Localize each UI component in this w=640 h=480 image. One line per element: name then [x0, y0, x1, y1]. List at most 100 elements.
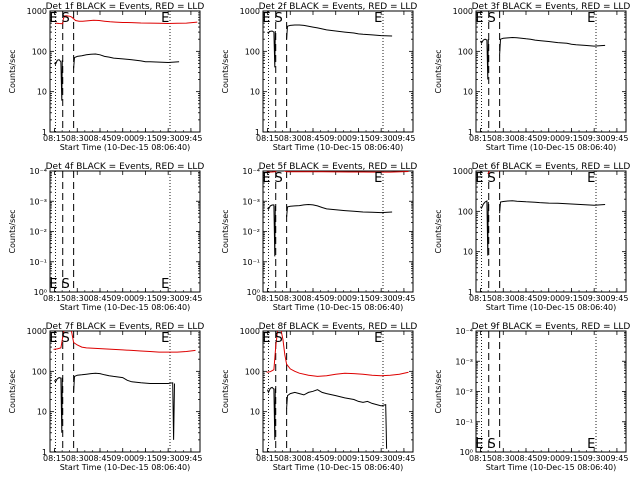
x-tick-label: 09:15 [347, 134, 370, 143]
plot-area [55, 171, 171, 292]
y-tick-label: 10⁻³ [242, 197, 260, 206]
x-tick-label: 09:00 [537, 134, 560, 143]
x-tick-label: 09:45 [179, 294, 202, 303]
interval-marker-label: S [275, 11, 283, 26]
x-tick-label: 08:30 [66, 454, 89, 463]
y-tick-label: 10⁻² [242, 228, 260, 237]
interval-marker-label: E [587, 171, 595, 186]
x-tick-label: 09:15 [347, 294, 370, 303]
y-tick-label: 100 [32, 367, 47, 376]
x-tick-label: 08:45 [88, 294, 111, 303]
panel-7: Det 7f BLACK = Events, RED = LLD 1 10 100 10… [8, 322, 204, 472]
y-tick-label: 1 [42, 128, 47, 137]
plot-area [54, 11, 198, 132]
y-tick-label: 100 [458, 47, 473, 56]
y-tick-label: 10⁻⁴ [455, 327, 473, 336]
x-tick-label: 08:15 [256, 454, 279, 463]
x-tick-label: 09:30 [157, 294, 180, 303]
x-tick-label: 09:45 [605, 454, 628, 463]
x-tick-label: 08:15 [256, 134, 279, 143]
x-tick-label: 09:45 [179, 454, 202, 463]
panel-title: Det 1f BLACK = Events, RED = LLD [46, 2, 205, 12]
x-tick-label: 09:00 [111, 294, 134, 303]
y-tick-label: 100 [32, 47, 47, 56]
interval-marker-label: E [374, 11, 382, 26]
y-axis-label: Counts/sec [434, 369, 443, 413]
x-tick-label: 09:00 [111, 134, 134, 143]
interval-marker-label: E [161, 331, 169, 346]
x-tick-label: 08:45 [514, 454, 537, 463]
y-tick-label: 10⁻³ [455, 357, 473, 366]
plot-area [480, 11, 606, 132]
panel-5: Det 5f BLACK = Events, RED = LLD 10⁰ 10⁻¹ 1… [221, 162, 417, 312]
events-series-line [499, 200, 606, 214]
plot-frame [262, 330, 414, 453]
x-tick-label: 08:30 [279, 294, 302, 303]
events-series-line [286, 389, 388, 449]
plot-frame [262, 170, 414, 293]
x-tick-label: 09:15 [134, 134, 157, 143]
x-tick-label: 08:30 [492, 454, 515, 463]
y-tick-label: 10⁻¹ [455, 418, 473, 427]
x-axis-label: Start Time (10-Dec-15 08:06:40) [273, 463, 404, 472]
y-tick-label: 10⁻⁴ [29, 167, 47, 176]
x-tick-label: 08:15 [469, 454, 492, 463]
y-tick-label: 100 [458, 207, 473, 216]
x-tick-label: 08:15 [43, 134, 66, 143]
interval-marker-label: E [262, 331, 270, 346]
lld-series-line [266, 331, 409, 377]
events-series-line [73, 53, 180, 69]
x-axis-label: Start Time (10-Dec-15 08:06:40) [486, 303, 617, 312]
x-tick-label: 08:30 [279, 134, 302, 143]
x-tick-label: 08:30 [66, 294, 89, 303]
interval-marker-label: E [475, 171, 483, 186]
lld-series-line [53, 331, 196, 353]
y-tick-label: 1000 [453, 7, 473, 16]
interval-marker-label: E [49, 11, 57, 26]
panel-4: Det 4f BLACK = Events, RED = LLD 10⁰ 10⁻¹ 1… [8, 162, 204, 312]
x-tick-label: 08:30 [492, 134, 515, 143]
interval-marker-label: E [262, 171, 270, 186]
plot-frame [49, 330, 201, 453]
y-tick-label: 10 [250, 408, 260, 417]
x-tick-label: 09:45 [392, 134, 415, 143]
x-axis-label: Start Time (10-Dec-15 08:06:40) [486, 463, 617, 472]
x-axis-label: Start Time (10-Dec-15 08:06:40) [273, 143, 404, 152]
plot-frame [475, 10, 627, 133]
interval-marker-label: S [488, 171, 496, 186]
panel-title: Det 4f BLACK = Events, RED = LLD [46, 162, 205, 172]
panel-2: Det 2f BLACK = Events, RED = LLD 1 10 100 10… [221, 2, 417, 152]
y-tick-label: 1000 [240, 327, 260, 336]
panel-title: Det 5f BLACK = Events, RED = LLD [259, 162, 418, 172]
x-tick-label: 08:15 [256, 294, 279, 303]
y-tick-label: 1 [42, 448, 47, 457]
y-tick-label: 1 [468, 288, 473, 297]
x-axis-label: Start Time (10-Dec-15 08:06:40) [486, 143, 617, 152]
x-axis-label: Start Time (10-Dec-15 08:06:40) [273, 303, 404, 312]
y-tick-label: 10 [37, 88, 47, 97]
y-tick-label: 1000 [27, 327, 47, 336]
x-tick-label: 08:45 [301, 454, 324, 463]
panel-1: Det 1f BLACK = Events, RED = LLD 1 10 100 10… [8, 2, 204, 152]
y-tick-label: 10⁻³ [29, 197, 47, 206]
plot-area [53, 331, 196, 452]
interval-marker-label: S [62, 277, 70, 292]
interval-marker-label: E [475, 437, 483, 452]
y-tick-label: 100 [245, 47, 260, 56]
panel-title: Det 3f BLACK = Events, RED = LLD [472, 2, 631, 12]
x-tick-label: 09:30 [370, 134, 393, 143]
events-series-line [480, 200, 489, 256]
interval-marker-label: E [49, 277, 57, 292]
y-axis-label: Counts/sec [434, 49, 443, 93]
events-series-line [286, 24, 393, 40]
x-tick-label: 08:15 [469, 294, 492, 303]
lld-series-line [266, 171, 409, 173]
x-tick-label: 08:15 [43, 454, 66, 463]
y-tick-label: 10⁰ [247, 288, 260, 297]
x-axis-label: Start Time (10-Dec-15 08:06:40) [60, 463, 191, 472]
plot-frame [49, 10, 201, 133]
y-tick-label: 1000 [27, 7, 47, 16]
x-tick-label: 09:15 [347, 454, 370, 463]
events-series-line [267, 30, 276, 68]
y-axis-label: Counts/sec [8, 49, 17, 93]
